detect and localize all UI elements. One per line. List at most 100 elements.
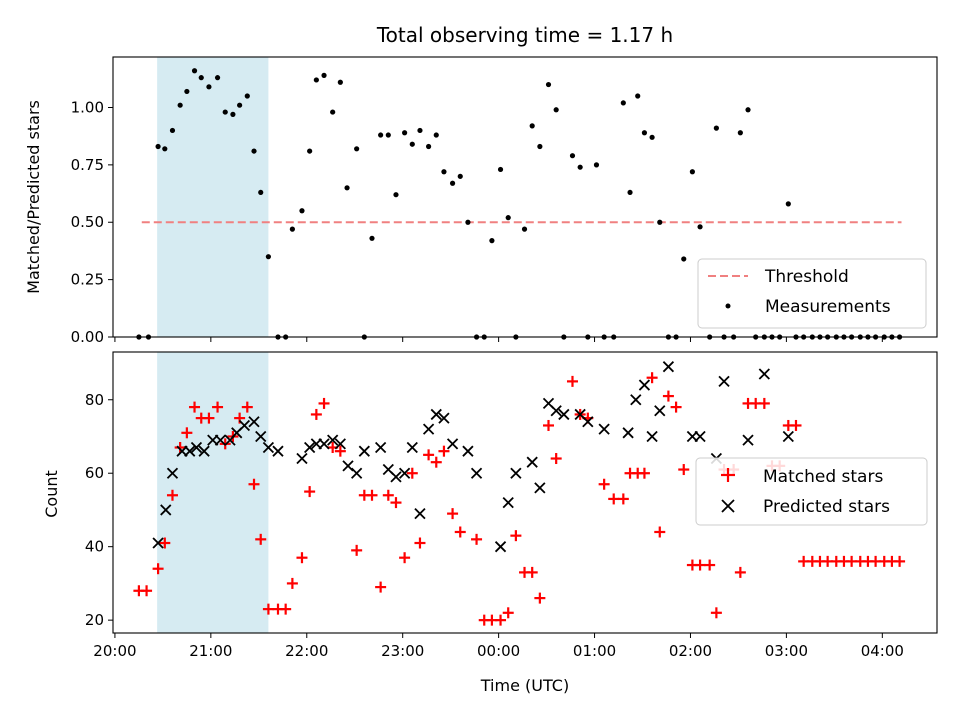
matched-point	[526, 566, 538, 578]
measurement-point	[505, 215, 511, 221]
predicted-point	[351, 467, 363, 479]
matched-point	[758, 397, 770, 409]
predicted-point	[248, 416, 260, 428]
matched-point	[366, 489, 378, 501]
predicted-point	[510, 467, 522, 479]
measurement-point	[649, 134, 655, 140]
measurement-point	[155, 143, 161, 150]
measurement-point	[191, 68, 198, 74]
measurement-point	[425, 143, 432, 150]
matched-point	[382, 489, 394, 501]
predicted-point	[622, 427, 634, 439]
matched-point	[241, 401, 253, 413]
top-y-axis-label: Matched/Predicted stars	[24, 100, 43, 294]
matched-point	[734, 566, 746, 578]
matched-point	[414, 537, 426, 549]
predicted-point	[342, 460, 354, 472]
matched-point	[670, 401, 682, 413]
measurement-point	[313, 77, 319, 83]
measurements-legend-label: Measurements	[765, 297, 891, 317]
predicted-point	[358, 445, 370, 457]
matched-point	[334, 445, 346, 457]
predicted-point	[446, 438, 459, 450]
predicted-point	[406, 441, 418, 454]
predicted-point	[430, 408, 442, 421]
predicted-point	[272, 445, 284, 457]
predicted-point	[526, 456, 538, 468]
measurement-point	[222, 109, 228, 115]
top-panel: 0.00 0.25 0.50 0.75 1.00 Matched/Predicted s…	[24, 56, 938, 346]
predicted-point	[255, 430, 267, 443]
measurement-point	[385, 132, 391, 138]
measurement-point	[553, 107, 559, 113]
matched-point	[510, 530, 522, 542]
measurement-point	[244, 93, 250, 99]
x-tick-label: 02:00	[669, 642, 712, 660]
x-tick-label: 23:00	[381, 642, 424, 660]
measurement-point	[545, 81, 552, 88]
predicted-point	[662, 361, 675, 373]
measurement-point	[265, 254, 271, 260]
predicted-point	[398, 467, 411, 479]
matched-point	[166, 489, 178, 501]
measurement-point	[169, 127, 176, 134]
x-tick-label: 21:00	[189, 642, 232, 660]
matched-point	[617, 493, 629, 505]
measurement-point	[230, 111, 236, 117]
predicted-point	[414, 507, 426, 520]
matched-point	[471, 533, 483, 545]
matched-points	[133, 372, 906, 626]
matched-legend-swatch	[721, 468, 735, 482]
measurement-point	[537, 143, 543, 150]
matched-point	[550, 453, 562, 465]
bottom-y-axis-label: Count	[42, 470, 61, 518]
predicted-point	[166, 467, 179, 479]
matched-point	[495, 614, 507, 626]
measurement-point	[330, 109, 336, 115]
matched-point	[181, 427, 193, 439]
matched-legend-label: Matched stars	[763, 467, 883, 487]
matched-point	[286, 577, 298, 589]
predicted-point	[742, 434, 754, 446]
predicted-point	[334, 438, 346, 450]
measurement-point	[214, 75, 221, 81]
top-y-tick-label: 0.75	[71, 156, 104, 174]
measurement-point	[289, 226, 295, 232]
top-y-ticks: 0.00 0.25 0.50 0.75 1.00	[71, 98, 113, 346]
measurement-point	[206, 84, 212, 90]
matched-point	[790, 419, 802, 431]
measurement-point	[344, 185, 350, 191]
predicted-point	[654, 405, 666, 417]
matched-point	[390, 497, 402, 509]
measurement-point	[177, 102, 183, 108]
matched-point	[318, 397, 330, 409]
matched-point	[638, 467, 650, 479]
matched-point	[430, 456, 442, 468]
measurement-point	[465, 219, 471, 225]
x-tick-label: 22:00	[285, 642, 328, 660]
x-tick-label: 20:00	[93, 642, 136, 660]
top-axes-frame	[112, 56, 938, 338]
measurement-point	[258, 189, 264, 196]
measurement-point	[184, 88, 190, 95]
measurement-point	[449, 180, 456, 186]
bottom-y-tick-label: 20	[85, 611, 104, 629]
predicted-point	[630, 394, 642, 406]
matched-point	[152, 563, 164, 575]
matched-point	[255, 533, 267, 545]
measurement-point	[307, 148, 313, 154]
bottom-x-ticks: 20:00 21:00 22:00 23:00 00:00 01:00 02:00 03:00…	[93, 633, 904, 660]
predicted-point	[390, 471, 402, 483]
measurement-point	[402, 130, 408, 136]
predicted-point	[638, 379, 651, 391]
predicted-point	[550, 405, 562, 417]
measurement-point	[457, 173, 463, 179]
predicted-point	[198, 445, 210, 457]
matched-point	[608, 493, 620, 505]
matched-point	[678, 464, 690, 476]
predicted-point	[238, 419, 251, 432]
measurement-point	[162, 146, 168, 152]
matched-point	[406, 467, 418, 479]
matched-point	[174, 442, 186, 454]
matched-point	[710, 607, 722, 619]
